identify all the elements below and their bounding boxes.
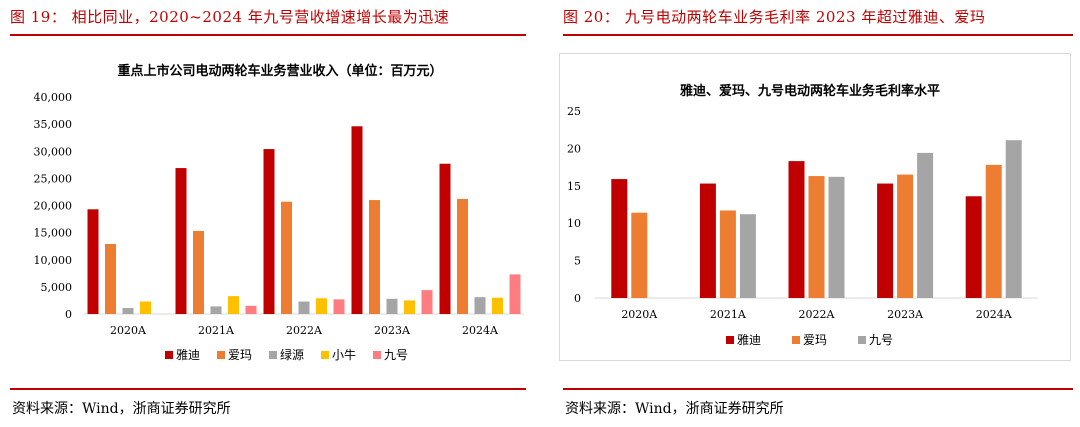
bar-九号-2022A bbox=[333, 299, 345, 314]
bar-雅迪-2022A bbox=[263, 149, 275, 314]
bar-雅迪-2021A bbox=[699, 183, 716, 298]
x-tick-label: 2020A bbox=[621, 308, 658, 321]
legend-swatch-小牛 bbox=[321, 351, 329, 359]
y-tick-label: 5,000 bbox=[41, 281, 73, 294]
y-tick-label: 0 bbox=[65, 308, 72, 321]
x-tick-label: 2023A bbox=[374, 324, 411, 337]
legend-swatch-绿源 bbox=[269, 351, 277, 359]
legend-swatch-雅迪 bbox=[726, 336, 734, 344]
bar-小牛-2021A bbox=[228, 296, 239, 314]
x-tick-label: 2022A bbox=[799, 308, 836, 321]
legend-label-小牛: 小牛 bbox=[332, 347, 356, 362]
y-tick-label: 0 bbox=[574, 292, 581, 305]
bar-绿源-2021A bbox=[210, 306, 222, 314]
x-tick-label: 2021A bbox=[198, 324, 235, 337]
y-tick-label: 25 bbox=[567, 105, 581, 118]
bar-绿源-2020A bbox=[122, 308, 134, 314]
bar-九号-2021A bbox=[245, 305, 257, 314]
bar-九号-2023A bbox=[917, 152, 934, 298]
legend-label-雅迪: 雅迪 bbox=[176, 347, 200, 362]
x-tick-label: 2022A bbox=[286, 324, 323, 337]
legend-swatch-爱玛 bbox=[792, 336, 800, 344]
legend-label-雅迪: 雅迪 bbox=[737, 332, 761, 347]
revenue-chart: 重点上市公司电动两轮车业务营业收入（单位：百万元） 0 5,000 10,000 15,… bbox=[34, 63, 524, 362]
bar-九号-2021A bbox=[739, 214, 756, 298]
x-tick-label: 2021A bbox=[710, 308, 747, 321]
bar-雅迪-2021A bbox=[175, 168, 187, 314]
bar-爱玛-2023A bbox=[369, 200, 380, 314]
bar-爱玛-2024A bbox=[457, 198, 468, 314]
chart-frame bbox=[559, 53, 1071, 361]
bar-绿源-2022A bbox=[298, 301, 310, 314]
chart-title: 雅迪、爱玛、九号电动两轮车业务毛利率水平 bbox=[680, 83, 940, 99]
y-tick-label: 25,000 bbox=[34, 172, 73, 185]
caption-divider bbox=[10, 34, 526, 36]
y-tick-label: 10,000 bbox=[34, 254, 73, 267]
bar-小牛-2020A bbox=[140, 301, 151, 314]
y-tick-label: 20 bbox=[567, 142, 581, 155]
bar-九号-2024A bbox=[509, 274, 521, 314]
source-divider bbox=[10, 388, 526, 390]
bar-雅迪-2020A bbox=[611, 179, 628, 298]
x-tick-label: 2023A bbox=[887, 308, 924, 321]
gross-margin-chart: 雅迪、爱玛、九号电动两轮车业务毛利率水平 0 5 10 15 20 25 2020A 2021A… bbox=[567, 83, 1038, 347]
bar-小牛-2023A bbox=[404, 300, 415, 314]
bar-雅迪-2024A bbox=[439, 163, 451, 314]
x-tick-label: 2020A bbox=[110, 324, 147, 337]
bar-爱玛-2021A bbox=[193, 230, 204, 314]
y-tick-label: 40,000 bbox=[34, 91, 73, 104]
y-tick-label: 15 bbox=[567, 180, 581, 193]
bar-雅迪-2020A bbox=[87, 209, 99, 314]
y-tick-label: 15,000 bbox=[34, 227, 73, 240]
bar-雅迪-2023A bbox=[877, 183, 894, 298]
bar-爱玛-2022A bbox=[808, 176, 825, 298]
bar-绿源-2023A bbox=[386, 298, 398, 314]
figure-19-source: 资料来源：Wind，浙商证券研究所 bbox=[12, 401, 231, 417]
legend-label-九号: 九号 bbox=[384, 348, 408, 362]
y-tick-label: 30,000 bbox=[34, 145, 73, 158]
caption-divider bbox=[563, 34, 1073, 36]
bar-爱玛-2023A bbox=[897, 174, 914, 298]
bar-爱玛-2021A bbox=[719, 210, 736, 298]
bar-爱玛-2022A bbox=[281, 201, 292, 314]
y-tick-label: 5 bbox=[574, 255, 581, 268]
legend-label-九号: 九号 bbox=[869, 333, 893, 347]
bar-爱玛-2020A bbox=[105, 244, 116, 314]
legend-swatch-九号 bbox=[858, 336, 866, 344]
figure-20-caption: 图 20： 九号电动两轮车业务毛利率 2023 年超过雅迪、爱玛 bbox=[563, 8, 986, 26]
y-tick-label: 10 bbox=[567, 217, 581, 230]
bar-小牛-2024A bbox=[492, 297, 503, 314]
bar-雅迪-2022A bbox=[788, 161, 805, 298]
bar-绿源-2024A bbox=[474, 297, 486, 314]
bar-爱玛-2020A bbox=[631, 212, 648, 298]
source-divider bbox=[563, 388, 1073, 390]
x-tick-label: 2024A bbox=[462, 324, 499, 337]
legend-label-绿源: 绿源 bbox=[280, 347, 304, 362]
legend-swatch-雅迪 bbox=[165, 351, 173, 359]
bar-雅迪-2023A bbox=[351, 126, 363, 314]
bar-九号-2023A bbox=[421, 290, 433, 314]
legend-label-爱玛: 爱玛 bbox=[803, 333, 827, 347]
y-tick-label: 35,000 bbox=[34, 118, 73, 131]
x-tick-label: 2024A bbox=[976, 308, 1013, 321]
legend-swatch-九号 bbox=[373, 351, 381, 359]
bar-爱玛-2024A bbox=[985, 164, 1002, 298]
bar-小牛-2022A bbox=[316, 298, 327, 314]
bar-雅迪-2024A bbox=[965, 196, 982, 298]
bar-九号-2022A bbox=[828, 176, 845, 298]
figure-19-panel: 图 19： 相比同业，2020~2024 年九号营收增速增长最为迅速 重点上市公… bbox=[10, 8, 526, 417]
legend-swatch-爱玛 bbox=[217, 351, 225, 359]
legend-label-爱玛: 爱玛 bbox=[228, 348, 252, 362]
chart-title: 重点上市公司电动两轮车业务营业收入（单位：百万元） bbox=[117, 63, 442, 79]
figure-19-caption: 图 19： 相比同业，2020~2024 年九号营收增速增长最为迅速 bbox=[10, 8, 450, 26]
figure-20-source: 资料来源：Wind，浙商证券研究所 bbox=[565, 401, 784, 417]
figure-20-panel: 图 20： 九号电动两轮车业务毛利率 2023 年超过雅迪、爱玛 雅迪、爱玛、九… bbox=[553, 0, 1080, 427]
y-tick-label: 20,000 bbox=[34, 200, 73, 213]
bar-九号-2024A bbox=[1005, 140, 1022, 298]
